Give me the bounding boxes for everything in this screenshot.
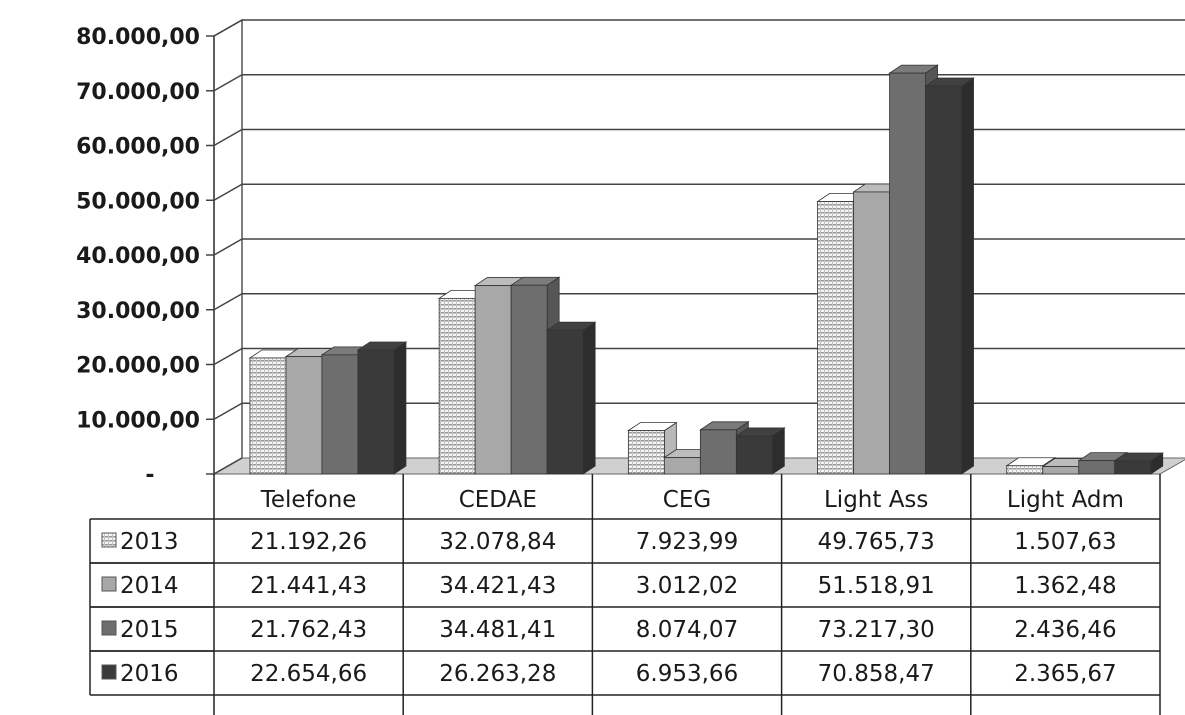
y-tick-label: 50.000,00 <box>76 189 200 214</box>
data-label: 73.217,30 <box>818 617 935 643</box>
y-tick-label: 70.000,00 <box>76 80 200 105</box>
gridline-side <box>213 238 243 256</box>
bar-front <box>1042 466 1080 475</box>
data-label: 2.365,67 <box>1014 661 1116 687</box>
legend-key <box>101 576 117 592</box>
bar-side <box>961 77 974 475</box>
data-label: 21.441,43 <box>250 573 367 599</box>
legend-key <box>101 620 117 636</box>
bar <box>735 427 786 475</box>
legend-key <box>101 532 117 548</box>
table-series-label: 2013 <box>120 529 179 555</box>
gridline-side <box>213 347 243 366</box>
gridline-side <box>213 457 243 475</box>
data-label: 3.012,02 <box>636 573 738 599</box>
data-label: 32.078,84 <box>439 529 556 555</box>
bar-front <box>546 329 584 475</box>
data-label: 21.192,26 <box>250 529 367 555</box>
data-label: 70.858,47 <box>818 661 935 687</box>
gridline-side <box>213 19 243 37</box>
bar-front <box>1078 460 1116 475</box>
gridline-side <box>213 74 243 92</box>
table-series-label: 2014 <box>120 573 179 599</box>
gridline-side <box>213 293 243 311</box>
data-label: 34.481,41 <box>439 617 556 643</box>
data-label: 34.421,43 <box>439 573 556 599</box>
bar <box>1113 452 1165 475</box>
table-header-cell: Light Adm <box>1007 487 1124 513</box>
bar-front <box>510 284 548 475</box>
bar <box>356 341 408 475</box>
bar-front <box>1114 460 1152 475</box>
table-series-label: 2015 <box>120 617 179 643</box>
bar-side <box>582 321 596 475</box>
data-label: 22.654,66 <box>250 661 367 687</box>
data-label: 1.507,63 <box>1014 529 1116 555</box>
y-tick-label: 40.000,00 <box>76 244 200 269</box>
table-series-label: 2016 <box>120 661 179 687</box>
bar-front <box>1006 465 1044 475</box>
bar <box>627 421 678 475</box>
gridline-side <box>213 128 243 147</box>
bar <box>924 77 975 475</box>
y-tick-label: 20.000,00 <box>76 354 200 379</box>
gridline-side <box>213 183 243 201</box>
bar-side <box>393 341 407 475</box>
data-label: 1.362,48 <box>1014 573 1116 599</box>
data-label: 49.765,73 <box>818 529 935 555</box>
bar-front <box>285 356 323 475</box>
bar-front <box>889 72 926 475</box>
y-tick-label: 10.000,00 <box>76 408 200 433</box>
data-label: 51.518,91 <box>818 573 935 599</box>
table-header-cell: CEDAE <box>459 487 537 513</box>
bar-front <box>817 201 854 475</box>
data-label: 8.074,07 <box>636 617 738 643</box>
y-tick-label: 30.000,00 <box>76 299 200 324</box>
y-tick-label: - <box>145 463 154 488</box>
bar-front <box>321 354 359 475</box>
data-label: 7.923,99 <box>636 529 738 555</box>
bar-front <box>357 349 395 475</box>
data-label: 6.953,66 <box>636 661 738 687</box>
data-label: 26.263,28 <box>439 661 556 687</box>
bar-front <box>474 285 512 475</box>
gridline-side <box>213 402 243 420</box>
table-header-cell: CEG <box>663 487 711 513</box>
bar-front <box>735 435 773 475</box>
table-header-cell: Light Ass <box>824 487 928 513</box>
y-tick-label: 60.000,00 <box>76 135 200 160</box>
legend-key <box>101 664 117 680</box>
bar-front <box>699 429 737 475</box>
data-label: 21.762,43 <box>250 617 367 643</box>
bar-front <box>249 357 287 475</box>
bar-front <box>438 297 476 475</box>
bar-front <box>853 191 890 475</box>
bar-front <box>925 85 962 475</box>
bar <box>545 321 597 475</box>
y-tick-label: 80.000,00 <box>76 25 200 50</box>
data-label: 2.436,46 <box>1014 617 1116 643</box>
bar-front <box>663 457 701 475</box>
table-header-cell: Telefone <box>260 487 357 513</box>
bar-front <box>627 430 665 475</box>
